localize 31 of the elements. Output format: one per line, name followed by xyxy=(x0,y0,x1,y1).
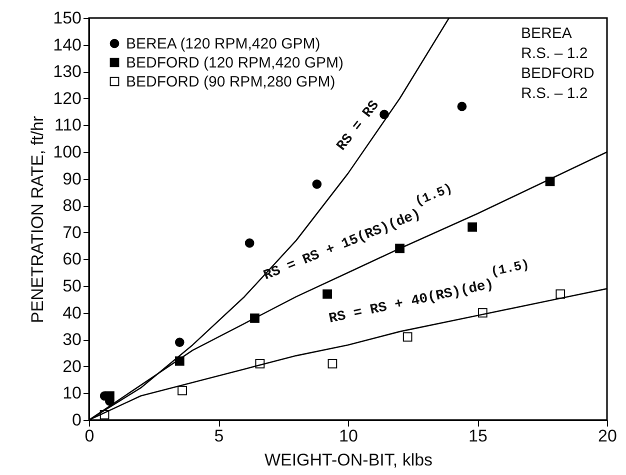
y-tick-label: 0 xyxy=(72,410,82,430)
y-tick-label: 30 xyxy=(62,330,82,350)
legend-label: BEDFORD (90 RPM,280 GPM) xyxy=(126,74,336,90)
x-tick-label: 10 xyxy=(339,426,358,446)
legend-label: BEREA (120 RPM,420 GPM) xyxy=(126,36,320,52)
y-tick-label: 10 xyxy=(62,384,82,403)
y-tick-label: 40 xyxy=(62,303,82,322)
y-axis-title: PENETRATION RATE, ft/hr xyxy=(28,116,48,324)
y-tick-label: 100 xyxy=(53,142,82,162)
annotation: R.S. – 1.2 xyxy=(521,85,588,102)
y-tick-label: 150 xyxy=(53,8,82,28)
x-tick-label: 0 xyxy=(84,426,94,446)
x-tick-label: 15 xyxy=(468,426,488,446)
x-axis-title: WEIGHT-ON-BIT, klbs xyxy=(264,450,433,470)
x-tick-label: 20 xyxy=(598,426,617,446)
y-tick-label: 50 xyxy=(62,276,82,296)
x-tick-label: 5 xyxy=(214,426,224,446)
y-tick-label: 130 xyxy=(53,62,82,82)
annotation: BEDFORD xyxy=(521,65,595,82)
y-tick-label: 60 xyxy=(62,250,82,269)
y-tick-label: 20 xyxy=(62,356,82,376)
y-tick-label: 110 xyxy=(54,116,82,135)
y-tick-label: 120 xyxy=(53,88,82,108)
annotation: R.S. – 1.2 xyxy=(521,45,588,62)
y-tick-label: 80 xyxy=(62,196,82,216)
y-tick-label: 90 xyxy=(62,169,82,188)
y-tick-label: 140 xyxy=(53,35,82,54)
annotation: BEREA xyxy=(521,25,572,42)
y-tick-label: 70 xyxy=(62,222,82,242)
legend-label: BEDFORD (120 RPM,420 GPM) xyxy=(126,54,344,72)
annotation: RS = RS xyxy=(334,98,382,154)
